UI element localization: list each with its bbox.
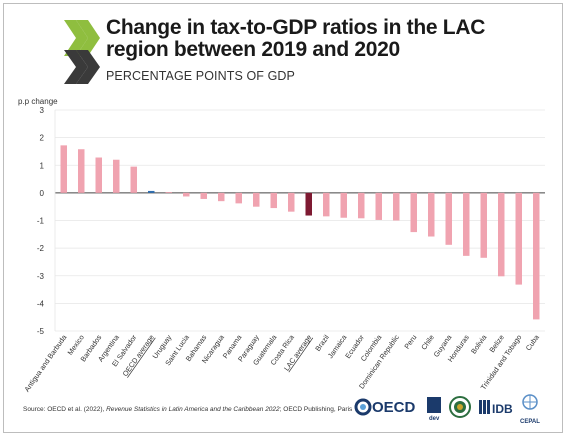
- bar: [78, 149, 85, 193]
- bar: [463, 192, 470, 256]
- un-cepal-logo-icon: CEPAL: [520, 394, 540, 425]
- idb-wordmark: IDB: [492, 402, 513, 416]
- bar: [253, 192, 260, 207]
- y-tick-label: 3: [40, 106, 45, 115]
- bar: [130, 166, 137, 193]
- bar: [235, 192, 242, 204]
- bar: [218, 192, 225, 202]
- y-tick-label: -2: [37, 244, 45, 253]
- bar: [498, 192, 505, 277]
- bar: [375, 192, 382, 220]
- source-prefix: Source: OECD et al. (2022),: [23, 406, 107, 413]
- y-tick-label: -3: [37, 272, 45, 281]
- bar: [393, 192, 400, 221]
- bar: [200, 192, 207, 199]
- oecd-partner-logo-icon: OECD: [354, 398, 416, 416]
- source-suffix: ; OECD Publishing, Paris: [279, 406, 353, 413]
- cepal-wordmark: CEPAL: [520, 419, 540, 425]
- bar: [323, 192, 330, 217]
- dev-centre-logo-icon: dev: [427, 397, 441, 422]
- dev-wordmark: dev: [429, 416, 440, 422]
- bar: [148, 190, 155, 193]
- bar: [410, 192, 417, 233]
- bar: [515, 192, 522, 285]
- y-tick-label: -1: [37, 217, 45, 226]
- bar: [480, 192, 487, 258]
- y-tick-label: 0: [40, 189, 45, 198]
- source-note: Source: OECD et al. (2022), Revenue Stat…: [23, 406, 352, 413]
- bar: [113, 159, 120, 193]
- y-axis-label: p.p change: [18, 97, 58, 106]
- oecd-logo-icon: [64, 20, 100, 84]
- idb-logo-icon: IDB: [479, 400, 513, 416]
- y-tick-label: 2: [40, 134, 45, 143]
- partner-logos: OECD dev IDB CEPAL: [354, 394, 540, 425]
- chart-frame: [3, 3, 563, 433]
- bar: [358, 192, 365, 219]
- bar: [183, 192, 190, 197]
- eu-emblem-icon: [449, 396, 471, 418]
- x-tick-label: Bolivia: [469, 333, 489, 356]
- chart-subtitle: PERCENTAGE POINTS OF GDP: [106, 69, 295, 83]
- y-tick-label: 1: [40, 161, 45, 170]
- bar: [340, 192, 347, 218]
- x-tick-label: Antigua and Barbuda: [22, 333, 68, 393]
- x-tick-label: Chile: [419, 333, 436, 352]
- bar: [428, 192, 435, 237]
- x-tick-label: Cuba: [524, 333, 541, 352]
- source-publication: Revenue Statistics in Latin America and …: [106, 406, 280, 413]
- y-tick-label: -5: [37, 327, 45, 336]
- x-tick-label: Peru: [402, 333, 418, 351]
- bar: [445, 192, 452, 245]
- bar: [288, 192, 295, 212]
- bar: [95, 157, 102, 193]
- bar: [270, 192, 277, 209]
- bar: [305, 192, 312, 216]
- y-tick-label: -4: [37, 299, 45, 308]
- chart-title: Change in tax-to-GDP ratios in the LAC r…: [106, 16, 486, 61]
- bar: [60, 145, 67, 193]
- oecd-wordmark: OECD: [372, 399, 416, 416]
- bar: [165, 192, 172, 193]
- bar: [533, 192, 540, 320]
